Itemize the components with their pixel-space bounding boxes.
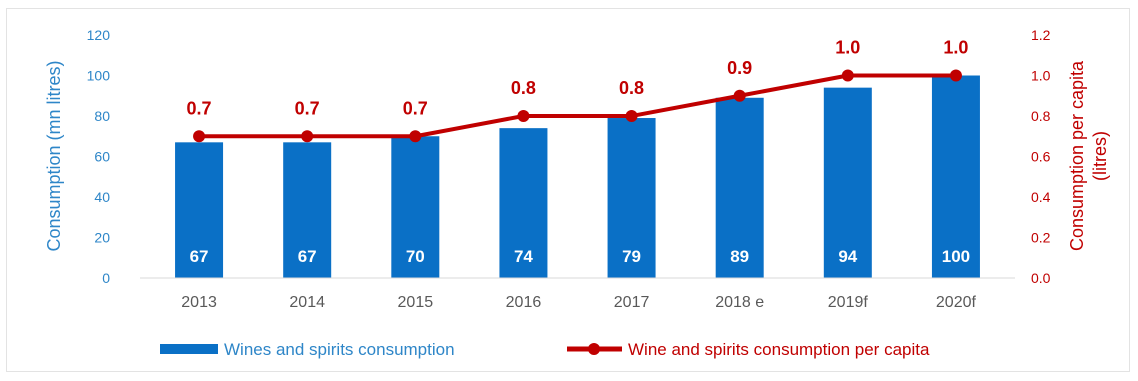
bar-value-label: 89 [730,247,749,266]
chart-frame [6,8,1130,372]
bar [931,75,980,278]
line-series: 0.7 0.7 0.7 0.8 0.8 0.9 1.0 1.0 [187,38,968,143]
bar [499,128,548,278]
line-point [841,69,854,82]
bar [391,136,440,278]
right-axis-tick-label: 0.0 [1031,270,1051,286]
x-axis-tick-label: 2019f [828,294,869,311]
x-axis-tick-label: 2014 [289,294,325,311]
right-axis-title-line1: Consumption per capita [1067,60,1087,251]
line-point [301,130,314,143]
bar-value-label: 67 [298,247,317,266]
right-axis-title-line2: (litres) [1090,131,1110,181]
left-axis-tick-label: 60 [94,149,110,165]
x-axis-tick-label: 2013 [181,294,217,311]
line-value-label: 0.8 [511,78,536,98]
bar-value-label: 79 [622,247,641,266]
left-axis-tick-label: 20 [94,230,110,246]
left-axis-title: Consumption (mn litres) [44,60,64,251]
legend-label-bar: Wines and spirits consumption [224,340,455,359]
x-axis-ticks: 2013 2014 2015 2016 2017 2018 e 2019f 2020f [181,294,976,311]
bar-value-label: 74 [514,247,533,266]
line-point [949,69,962,82]
bar [823,87,872,279]
left-axis-tick-label: 100 [87,68,111,84]
line-value-label: 0.8 [619,78,644,98]
left-axis-tick-label: 80 [94,108,110,124]
bar [283,142,332,278]
x-axis-tick-label: 2016 [506,294,542,311]
line-point [625,110,638,122]
left-axis-tick-label: 120 [87,27,111,43]
line-value-label: 0.9 [727,58,752,78]
x-axis-tick-label: 2017 [614,294,650,311]
line-point [193,130,206,143]
bar-value-label: 100 [942,247,970,266]
x-axis-tick-label: 2018 e [715,294,764,311]
line-value-label: 0.7 [403,98,428,118]
line-point [409,130,422,143]
line-value-label: 1.0 [943,38,968,58]
x-axis-tick-label: 2015 [398,294,434,311]
legend-swatch-marker [588,343,600,355]
bar-value-label: 70 [406,247,425,266]
line-value-label: 1.0 [835,38,860,58]
line-point [733,89,746,102]
bar [175,142,224,278]
left-axis-tick-label: 0 [102,270,110,286]
legend: Wines and spirits consumption Wine and s… [160,340,930,359]
legend-label-line: Wine and spirits consumption per capita [628,340,930,359]
x-axis-tick-label: 2020f [936,294,977,311]
left-axis-tick-label: 40 [94,189,110,205]
legend-swatch-bar [160,344,218,354]
right-axis-tick-label: 0.2 [1031,230,1051,246]
line-point [517,110,530,122]
left-axis: 0 20 40 60 80 100 120 [87,27,111,286]
bar [715,97,764,279]
bar-value-label: 94 [838,247,857,266]
line-path [199,73,956,139]
right-axis-tick-label: 0.4 [1031,189,1051,205]
right-axis-tick-label: 0.8 [1031,108,1051,124]
bar [607,118,656,279]
line-value-label: 0.7 [295,98,320,118]
line-value-label: 0.7 [187,98,212,118]
bar-value-label: 67 [190,247,209,266]
right-axis-tick-label: 1.2 [1031,27,1051,43]
bar-series: 67 67 70 74 79 89 94 100 [175,75,980,279]
right-axis: 0.0 0.2 0.4 0.6 0.8 1.0 1.2 [1031,27,1051,286]
right-axis-tick-label: 0.6 [1031,149,1051,165]
right-axis-tick-label: 1.0 [1031,68,1051,84]
